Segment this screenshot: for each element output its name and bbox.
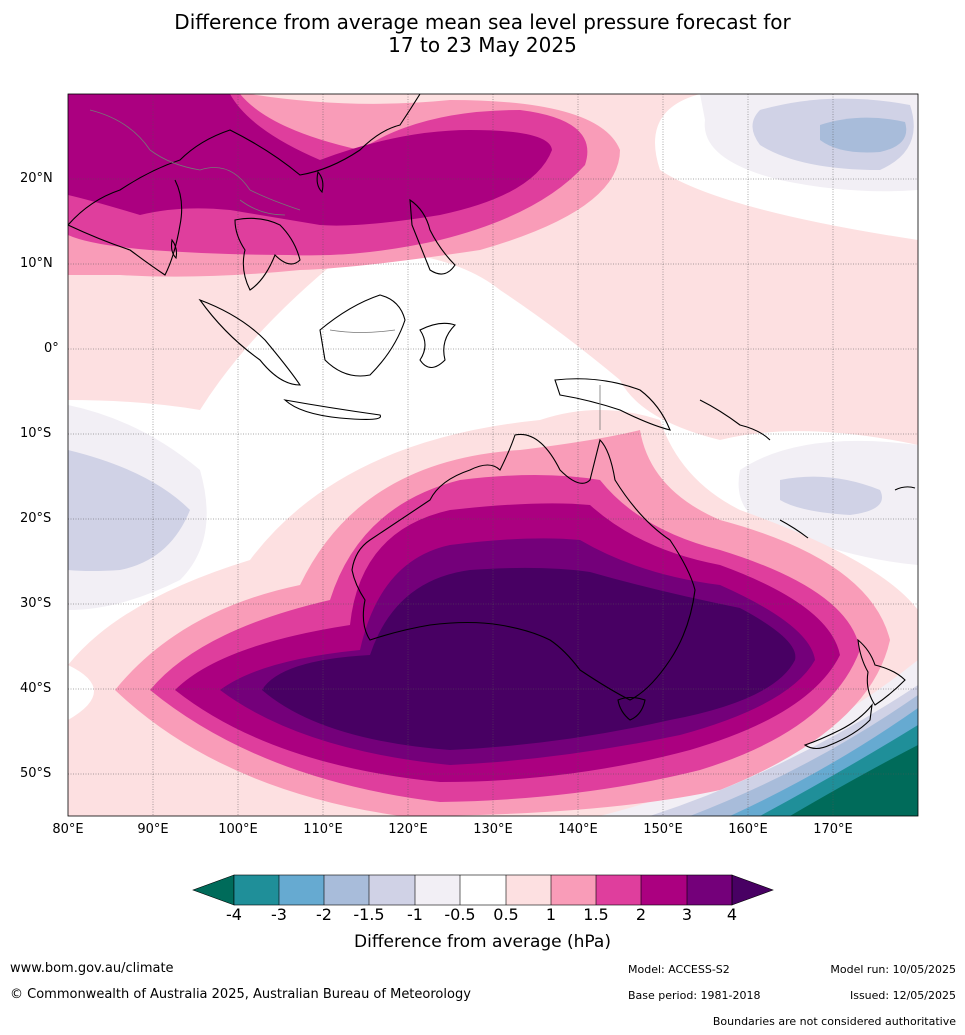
lat-label-50s: 50°S [20, 766, 52, 781]
colorbar-tick-1: 1 [545, 905, 557, 924]
colorbar-tick-0-5: 0.5 [493, 905, 519, 924]
colorbar-bin-9 [596, 875, 641, 905]
colorbar-bin-1 [234, 875, 279, 905]
map-title-line-2: 17 to 23 May 2025 [388, 33, 577, 57]
lat-label-20s: 20°S [20, 511, 52, 526]
coastlines [68, 94, 916, 750]
lon-label-90e: 90°E [137, 822, 169, 837]
australia-coastline [351, 433, 696, 701]
fiji-coastline [894, 486, 916, 491]
colorbar-bin-2 [279, 875, 324, 905]
contour-neg-east-mid [780, 476, 882, 515]
new-caledonia-coastline [779, 519, 809, 539]
lat-label-20n: 20°N [20, 171, 53, 186]
colorbar-tick--1-5: -1.5 [353, 905, 385, 924]
java-coastline [283, 399, 382, 421]
lat-label-10s: 10°S [20, 426, 52, 441]
tasmania-coastline [617, 696, 646, 721]
solomon-islands-coastline [699, 399, 771, 441]
copyright-text: © Commonwealth of Australia 2025, Austra… [10, 987, 471, 1002]
lon-label-80e: 80°E [52, 822, 84, 837]
india-coastline [68, 179, 183, 276]
lon-label-160e: 160°E [728, 822, 768, 837]
contour-neg-ne-dark [820, 117, 907, 153]
lon-label-170e: 170°E [813, 822, 853, 837]
contour-neg-west-mid [68, 450, 190, 571]
lat-label-10n: 10°N [20, 256, 53, 271]
lon-label-110e: 110°E [303, 822, 343, 837]
graticule [68, 94, 918, 816]
indochina-coastline [234, 217, 301, 291]
lat-label-0: 0° [44, 341, 59, 356]
colorbar-tick--2: -2 [316, 905, 332, 924]
lon-label-120e: 120°E [388, 822, 428, 837]
base-period: Base period: 1981-2018 [628, 989, 761, 1002]
colorbar-bin-4 [369, 875, 415, 905]
sumatra-coastline [198, 298, 302, 386]
colorbar [192, 874, 774, 906]
colorbar-title: Difference from average (hPa) [354, 932, 611, 952]
colorbar-bin-5 [415, 875, 460, 905]
lon-label-130e: 130°E [473, 822, 513, 837]
contour-field [68, 94, 918, 816]
lon-label-150e: 150°E [643, 822, 683, 837]
contour-pos-north-2 [68, 94, 552, 226]
taiwan-coastline [316, 170, 324, 194]
colorbar-tick-4: 4 [726, 905, 738, 924]
colorbar-extend-high [731, 874, 774, 906]
website-link[interactable]: www.bom.gov.au/climate [10, 961, 174, 976]
colorbar-tick--4: -4 [226, 905, 242, 924]
lon-label-140e: 140°E [558, 822, 598, 837]
asia-mainland-coastline [68, 94, 421, 226]
colorbar-bin-6 [460, 875, 506, 905]
map-frame [67, 93, 919, 817]
colorbar-tick--3: -3 [271, 905, 287, 924]
colorbar-dividers [233, 874, 733, 906]
lat-label-30s: 30°S [20, 596, 52, 611]
contour-pos-south-4 [262, 567, 796, 750]
philippines-coastline [409, 198, 456, 275]
contour-neg-se-5 [790, 745, 918, 816]
colorbar-tick-2: 2 [635, 905, 647, 924]
colorbar-bin-3 [324, 875, 369, 905]
new-zealand-south-coastline [803, 703, 873, 750]
colorbar-extend-low [192, 874, 235, 906]
lon-label-100e: 100°E [218, 822, 258, 837]
colorbar-tick-3: 3 [681, 905, 693, 924]
map-title-line-1: Difference from average mean sea level p… [174, 10, 791, 34]
colorbar-bin-8 [551, 875, 596, 905]
new-guinea-coastline [554, 378, 671, 431]
colorbar-bin-7 [506, 875, 551, 905]
issued-date: Issued: 12/05/2025 [849, 989, 956, 1002]
colorbar-tick-1-5: 1.5 [583, 905, 609, 924]
sri-lanka-coastline [170, 238, 178, 260]
model-name: Model: ACCESS-S2 [628, 963, 730, 976]
borneo-coastline [319, 294, 406, 377]
boundaries-disclaimer: Boundaries are not considered authoritat… [712, 1015, 956, 1028]
lat-label-40s: 40°S [20, 681, 52, 696]
model-run-date: Model run: 10/05/2025 [830, 963, 956, 976]
sulawesi-coastline [419, 322, 457, 369]
colorbar-tick--0-5: -0.5 [444, 905, 476, 924]
colorbar-bin-10 [641, 875, 687, 905]
new-zealand-north-coastline [857, 638, 906, 706]
colorbar-bin-11 [687, 875, 732, 905]
country-borders [89, 109, 601, 430]
colorbar-tick--1: -1 [407, 905, 423, 924]
